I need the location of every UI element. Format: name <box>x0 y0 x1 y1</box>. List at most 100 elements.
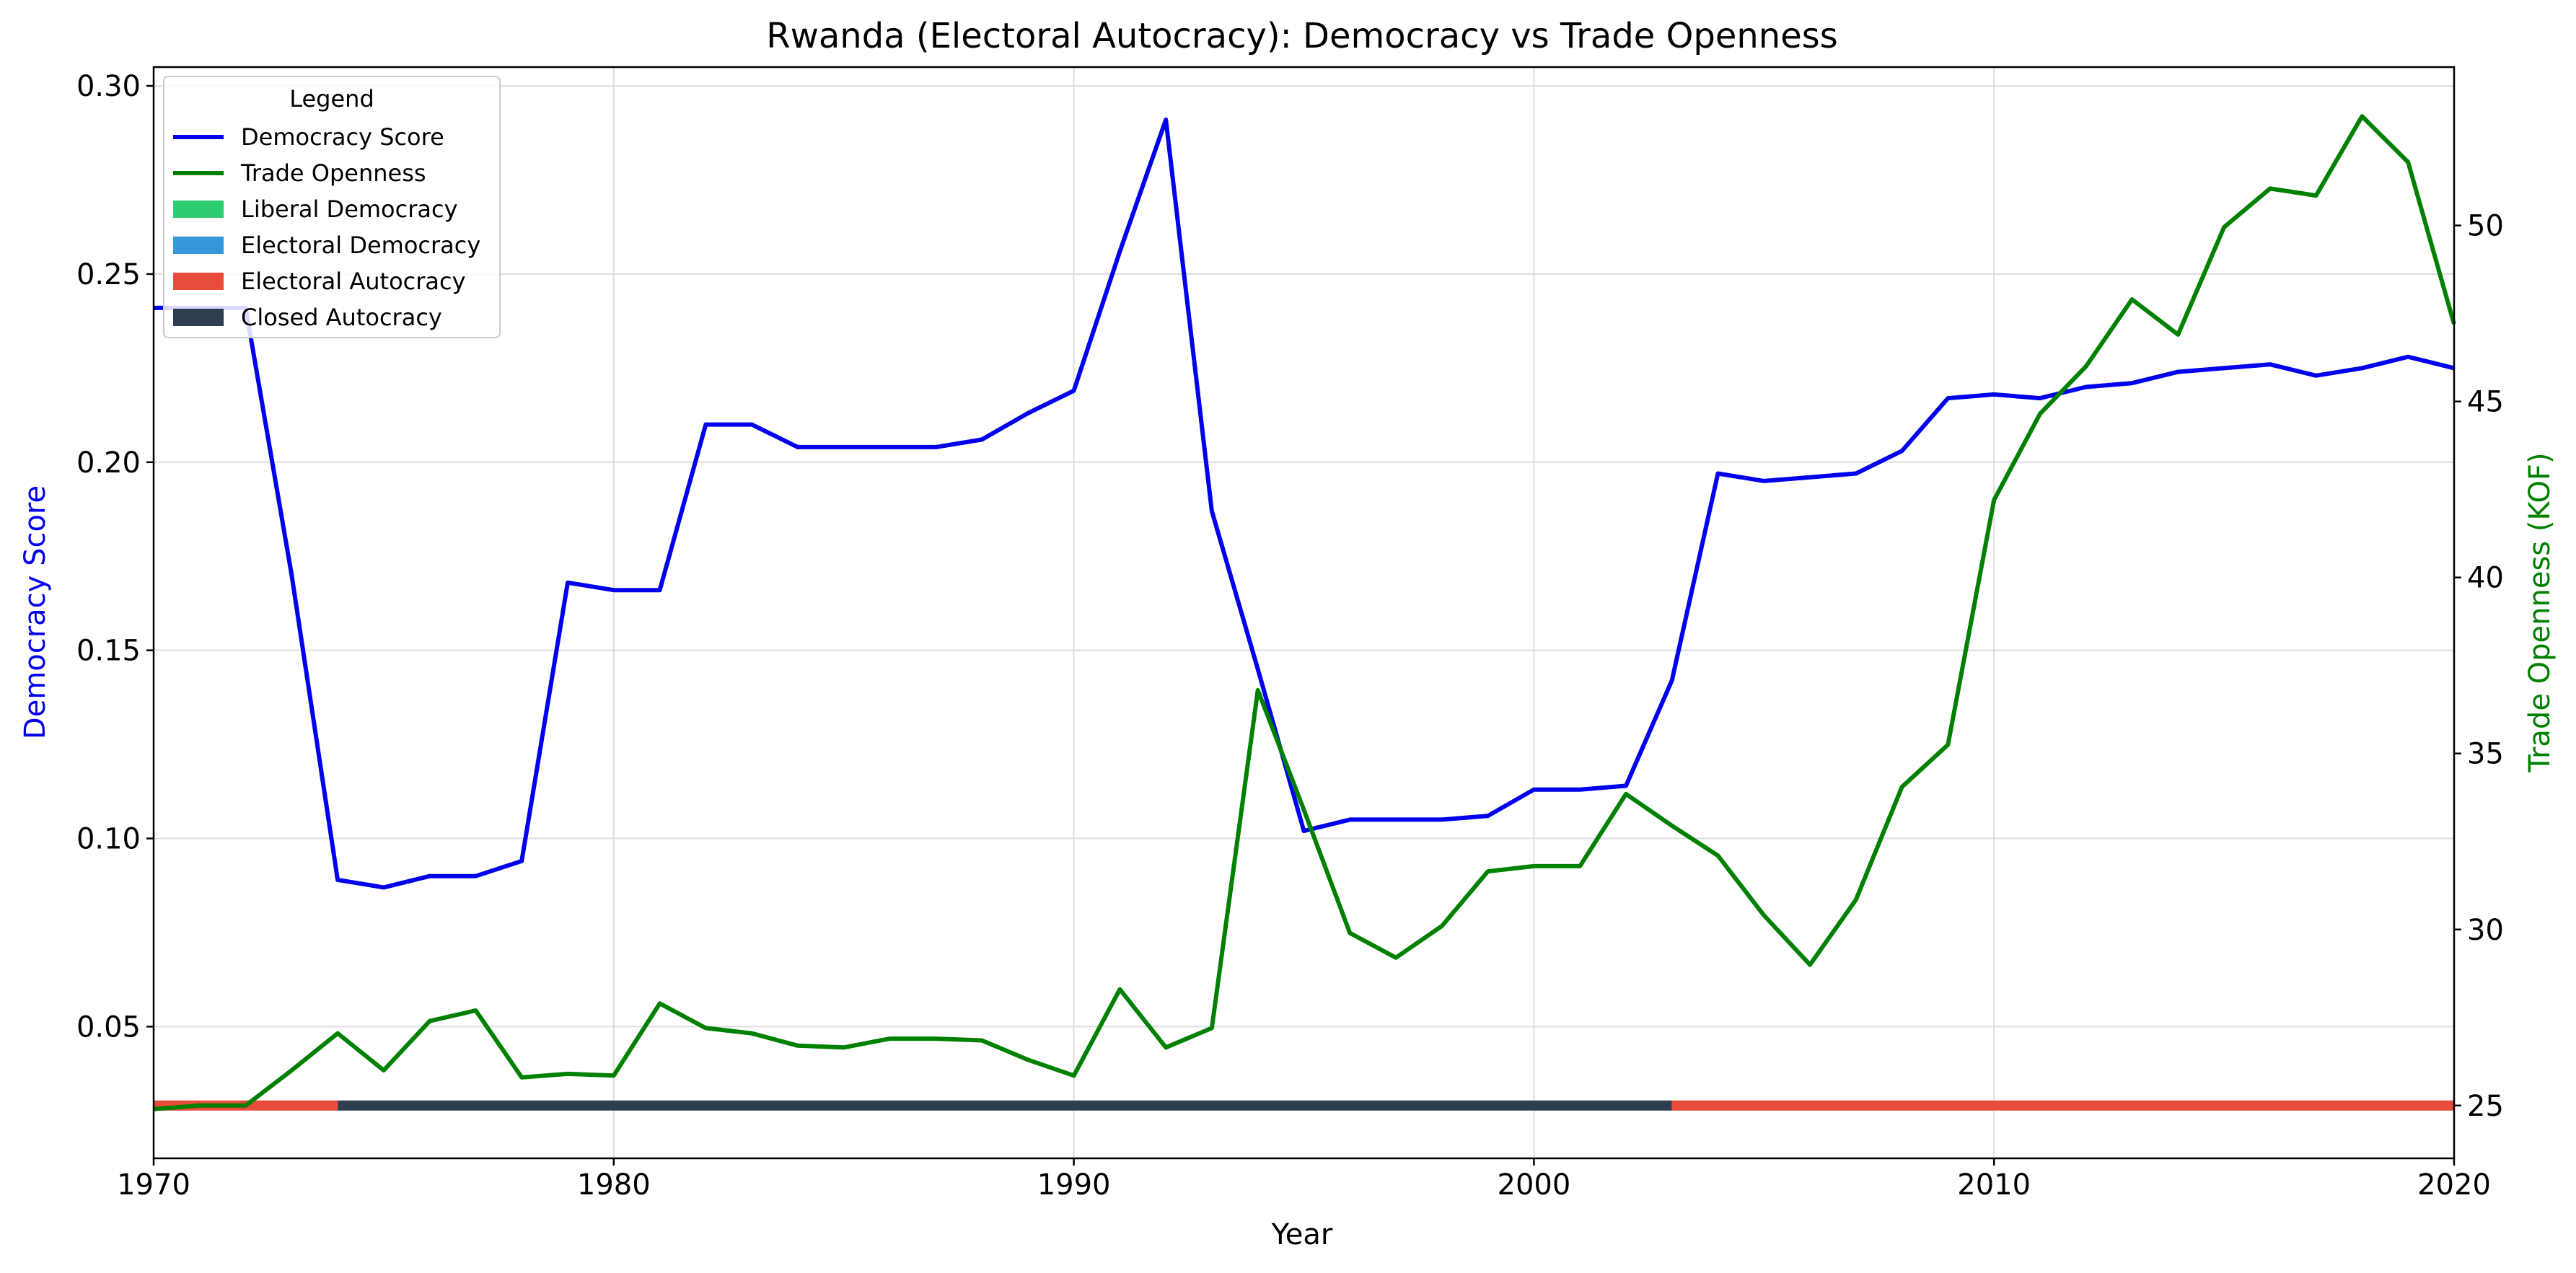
data-point <box>1073 389 1075 392</box>
data-point <box>843 446 845 448</box>
y-left-tick-label: 0.15 <box>76 635 141 668</box>
chart-title: Rwanda (Electoral Autocracy): Democracy … <box>766 16 1838 56</box>
data-point <box>1210 1027 1213 1029</box>
data-point <box>751 423 753 426</box>
data-point <box>1993 393 1995 395</box>
data-point <box>2269 364 2271 366</box>
x-tick-label: 2000 <box>1498 1168 1571 1202</box>
data-point <box>1349 932 1351 934</box>
data-point <box>659 1003 661 1005</box>
x-axis-title: Year <box>1271 1218 1333 1251</box>
grid-lines <box>153 67 2455 1158</box>
data-point <box>1579 788 1581 790</box>
data-point <box>796 1044 799 1047</box>
data-point <box>1947 744 1949 746</box>
data-point <box>1441 925 1443 927</box>
legend-title: Legend <box>289 85 374 113</box>
data-point <box>567 1072 569 1075</box>
data-point <box>1165 1047 1167 1049</box>
legend-patch-swatch <box>173 273 224 290</box>
data-point <box>1901 450 1903 452</box>
plot-frame <box>152 66 2456 1160</box>
data-point <box>1303 830 1305 832</box>
data-point <box>935 446 937 448</box>
data-point <box>1073 1075 1075 1077</box>
data-point <box>1257 668 1259 670</box>
data-point <box>382 1069 384 1071</box>
legend-box <box>163 76 501 338</box>
legend-patch-swatch <box>173 237 224 254</box>
data-point <box>1625 785 1627 787</box>
data-point <box>2407 356 2409 358</box>
x-tick-label: 1990 <box>1037 1168 1111 1202</box>
legend-label: Trade Openness <box>240 159 426 187</box>
data-point <box>1533 788 1535 790</box>
data-point <box>1487 815 1489 817</box>
data-point <box>567 581 569 583</box>
x-tick-label: 1970 <box>117 1168 190 1202</box>
data-point <box>935 1038 937 1040</box>
data-point <box>521 1076 523 1078</box>
data-point <box>1717 855 1719 857</box>
data-point <box>337 878 339 881</box>
data-point <box>1855 472 1857 475</box>
data-point <box>1303 809 1305 811</box>
data-point <box>1395 956 1397 959</box>
x-tick-label: 2020 <box>2417 1168 2491 1202</box>
legend-label: Electoral Autocracy <box>241 268 466 295</box>
data-point <box>428 1020 431 1022</box>
y-left-tick-label: 0.05 <box>76 1010 141 1044</box>
y-left-tick-label: 0.25 <box>76 258 141 291</box>
data-point <box>2407 161 2409 163</box>
data-point <box>2131 299 2133 301</box>
data-point <box>843 1047 845 1049</box>
data-point <box>981 1039 983 1041</box>
y-right-tick-label: 30 <box>2467 914 2504 947</box>
y-right-tick-label: 50 <box>2467 210 2504 243</box>
data-point <box>659 589 661 591</box>
data-point <box>1349 819 1351 821</box>
data-point <box>1119 988 1121 990</box>
data-point <box>382 886 384 889</box>
data-point <box>751 1032 753 1034</box>
data-point <box>2039 397 2041 400</box>
data-point <box>705 423 707 426</box>
series-lines <box>153 114 2456 1111</box>
data-point <box>2039 413 2041 415</box>
data-point <box>428 875 431 877</box>
data-point <box>1395 819 1397 821</box>
data-point <box>1901 786 1903 788</box>
data-point <box>2085 365 2087 367</box>
data-point <box>291 1069 293 1071</box>
regime-bar-segment <box>338 1100 1672 1111</box>
data-point <box>796 446 799 448</box>
data-point <box>2315 195 2317 197</box>
data-point <box>2223 226 2225 229</box>
data-point <box>705 1027 707 1029</box>
data-point <box>475 875 477 877</box>
data-point <box>2085 386 2087 388</box>
data-point <box>2315 374 2317 376</box>
data-point <box>612 1075 615 1077</box>
data-point <box>1210 510 1213 512</box>
data-point <box>2361 115 2363 118</box>
data-point <box>198 1104 201 1106</box>
data-point <box>1947 397 1949 400</box>
data-point <box>1027 412 1029 414</box>
y-right-tick-label: 25 <box>2467 1090 2504 1123</box>
data-point <box>1671 679 1673 682</box>
data-point <box>1763 480 1765 482</box>
data-point <box>1809 964 1811 966</box>
data-point <box>1257 689 1259 691</box>
y-left-tick-label: 0.10 <box>76 823 141 856</box>
data-point <box>1119 250 1121 252</box>
legend-label: Electoral Democracy <box>241 232 480 259</box>
legend-patch-swatch <box>173 309 224 326</box>
legend-label: Closed Autocracy <box>241 304 442 331</box>
axes: 1970 1980 1990 2000 2010 2020 0.05 0.10 0.15 0.20… <box>76 70 2504 1202</box>
x-tick-label: 1980 <box>577 1168 651 1202</box>
series-line <box>154 118 2455 890</box>
data-point <box>1671 824 1673 827</box>
data-point <box>2361 367 2363 369</box>
